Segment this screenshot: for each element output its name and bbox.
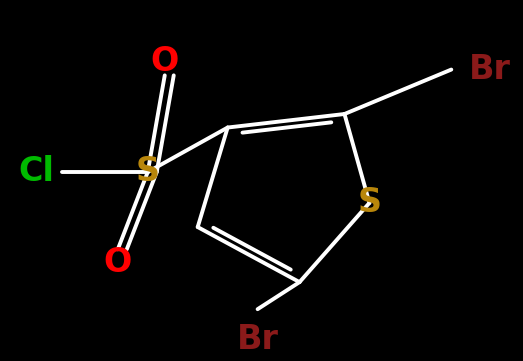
Text: O: O — [151, 45, 179, 78]
Text: S: S — [136, 156, 160, 188]
Text: Cl: Cl — [18, 156, 54, 188]
Text: S: S — [357, 186, 381, 219]
Text: O: O — [104, 246, 132, 279]
Text: Br: Br — [237, 323, 279, 356]
Text: Br: Br — [469, 53, 511, 86]
